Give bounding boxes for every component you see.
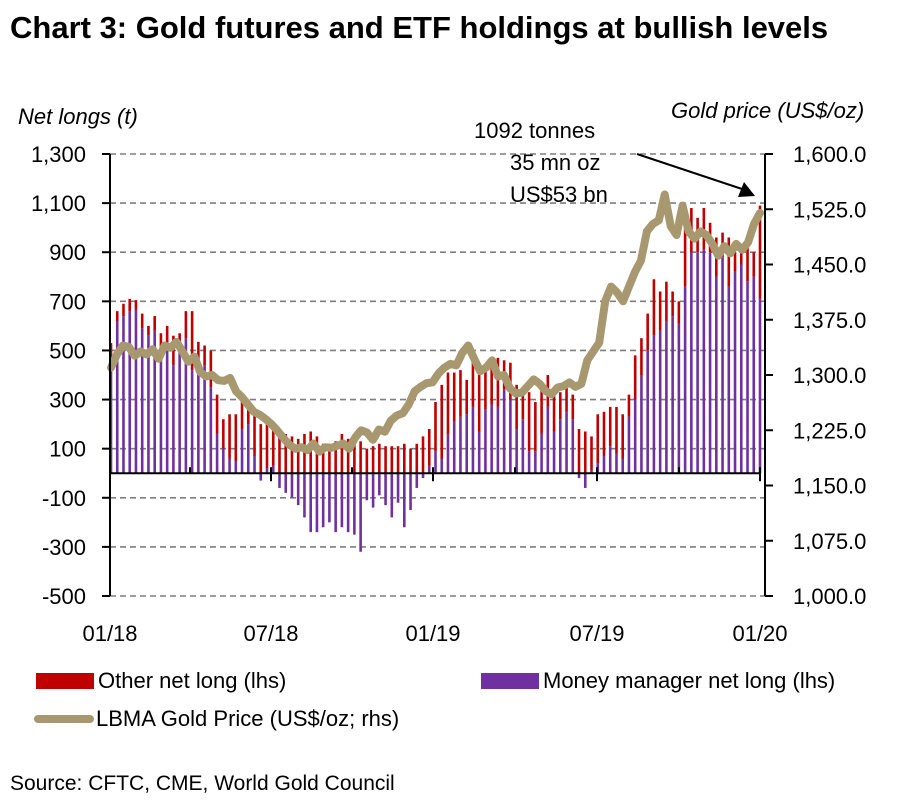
legend-swatch-gold-price <box>34 715 94 723</box>
right-tick-label: 1,225.0 <box>793 418 866 443</box>
legend-item-gold-price: LBMA Gold Price (US$/oz; rhs) <box>34 706 399 732</box>
left-tick-labels: -500 -300 -100 100 300 500 700 900 1,100 1,300 <box>31 142 86 609</box>
x-tick-label: 07/19 <box>569 621 624 646</box>
right-tick-labels: 1,000.0 1,075.0 1,150.0 1,225.0 1,300.0 1,375… <box>793 142 866 609</box>
x-tick-label: 01/19 <box>405 621 460 646</box>
right-tick-label: 1,075.0 <box>793 529 866 554</box>
left-tick-label: 900 <box>49 240 86 265</box>
left-tick-label: 1,100 <box>31 191 86 216</box>
gridlines <box>110 153 765 597</box>
left-tick-label: -500 <box>42 584 86 609</box>
left-tick-label: 100 <box>49 437 86 462</box>
right-axis-title: Gold price (US$/oz) <box>671 98 865 123</box>
left-axis-title: Net longs (t) <box>18 104 138 129</box>
legend-item-other: Other net long (lhs) <box>36 668 286 694</box>
right-tick-label: 1,300.0 <box>793 363 866 388</box>
gold-price-line <box>107 190 764 456</box>
source-note: Source: CFTC, CME, World Gold Council <box>10 772 395 795</box>
right-tick-label: 1,600.0 <box>793 142 866 167</box>
right-tick-label: 1,000.0 <box>793 584 866 609</box>
gold-price-line-group <box>107 190 764 456</box>
legend-swatch-money-manager <box>481 673 539 689</box>
chart-title: Chart 3: Gold futures and ETF holdings a… <box>10 10 829 45</box>
left-tick-label: 300 <box>49 388 86 413</box>
annotation-arrow-head <box>738 182 755 197</box>
left-tick-label: -300 <box>42 535 86 560</box>
left-tick-label: -100 <box>42 486 86 511</box>
left-tick-label: 1,300 <box>31 142 86 167</box>
right-tick-label: 1,150.0 <box>793 474 866 499</box>
legend-label-other: Other net long (lhs) <box>98 668 287 693</box>
axes <box>102 153 773 597</box>
legend-item-money-manager: Money manager net long (lhs) <box>481 668 835 694</box>
annotation: 1092 tonnes 35 mn oz US$53 bn <box>474 118 755 207</box>
annotation-arrow-line <box>636 153 746 191</box>
annotation-line-3: US$53 bn <box>510 182 608 207</box>
right-tick-label: 1,450.0 <box>793 253 866 278</box>
x-tick-label: 07/18 <box>243 621 298 646</box>
left-tick-label: 500 <box>49 338 86 363</box>
annotation-line-2: 35 mn oz <box>510 150 601 175</box>
legend-label-money-manager: Money manager net long (lhs) <box>543 668 836 693</box>
annotation-line-1: 1092 tonnes <box>474 118 595 143</box>
x-tick-label: 01/20 <box>732 621 787 646</box>
right-tick-label: 1,375.0 <box>793 308 866 333</box>
x-tick-label: 01/18 <box>82 621 137 646</box>
right-tick-label: 1,525.0 <box>793 197 866 222</box>
x-tick-labels: 01/18 07/18 01/19 07/19 01/20 <box>82 621 787 646</box>
legend-label-gold-price: LBMA Gold Price (US$/oz; rhs) <box>96 706 400 731</box>
legend-swatch-other <box>36 673 94 689</box>
left-tick-label: 700 <box>49 289 86 314</box>
